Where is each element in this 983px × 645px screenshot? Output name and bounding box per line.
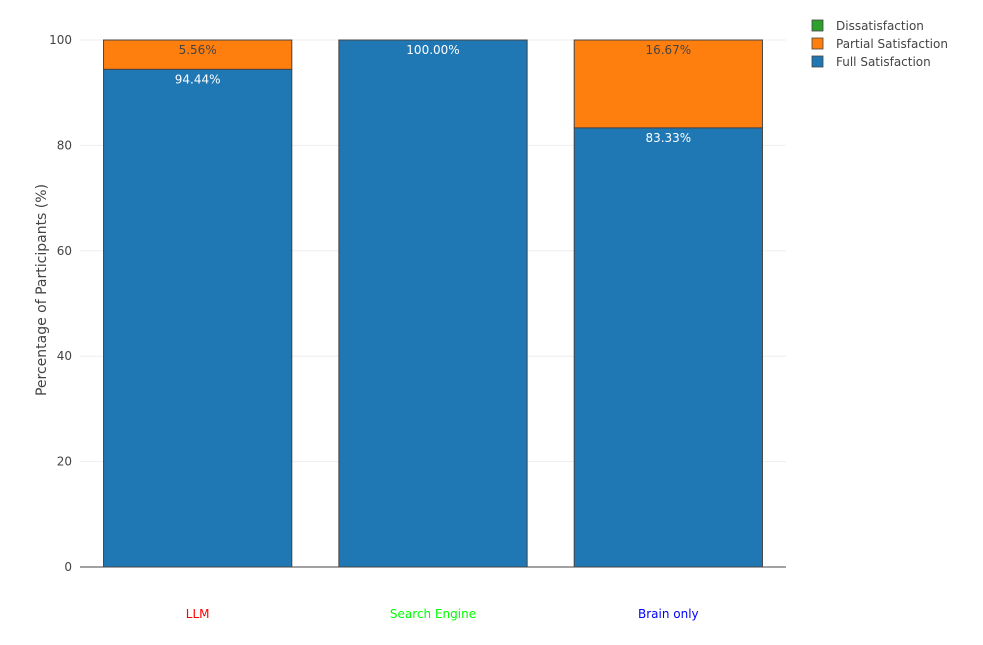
bar-segment-full-satisfaction[interactable] (103, 68, 293, 568)
legend-swatch (811, 55, 824, 68)
data-labels: 94.44% 5.56% 100.00% 83.33% 16.67% (175, 43, 691, 145)
legend-label: Full Satisfaction (836, 55, 931, 69)
legend[interactable]: Dissatisfaction Partial Satisfaction Full … (811, 19, 948, 69)
y-tick-label: 60 (57, 244, 72, 258)
x-tick-label: Brain only (638, 607, 699, 621)
y-tick-label: 20 (57, 455, 72, 469)
x-tick-label: LLM (186, 607, 210, 621)
bar-segment-partial-satisfaction[interactable] (573, 39, 763, 129)
y-tick-label: 100 (49, 33, 72, 47)
legend-label: Partial Satisfaction (836, 37, 948, 51)
y-tick-label: 80 (57, 138, 72, 152)
bar-segment-partial-satisfaction[interactable] (103, 39, 293, 70)
data-label: 94.44% (175, 72, 221, 86)
data-label: 5.56% (179, 43, 217, 57)
legend-label: Dissatisfaction (836, 19, 924, 33)
data-label: 100.00% (406, 43, 459, 57)
bar-segment-full-satisfaction[interactable] (338, 39, 528, 568)
axes: Percentage of Participants (%) 0 20 40 60 80… (34, 33, 786, 621)
x-tick-label: Search Engine (390, 607, 476, 621)
y-axis-label: Percentage of Participants (%) (34, 184, 50, 396)
legend-item[interactable]: Partial Satisfaction (811, 37, 948, 51)
bar-segment-full-satisfaction[interactable] (573, 127, 763, 568)
data-label: 83.33% (645, 131, 691, 145)
y-tick-label: 0 (64, 560, 72, 574)
legend-swatch (811, 19, 824, 32)
bars (103, 39, 763, 568)
y-tick-label: 40 (57, 349, 72, 363)
legend-swatch (811, 37, 824, 50)
data-label: 16.67% (645, 43, 691, 57)
legend-item[interactable]: Dissatisfaction (811, 19, 924, 33)
legend-item[interactable]: Full Satisfaction (811, 55, 931, 69)
